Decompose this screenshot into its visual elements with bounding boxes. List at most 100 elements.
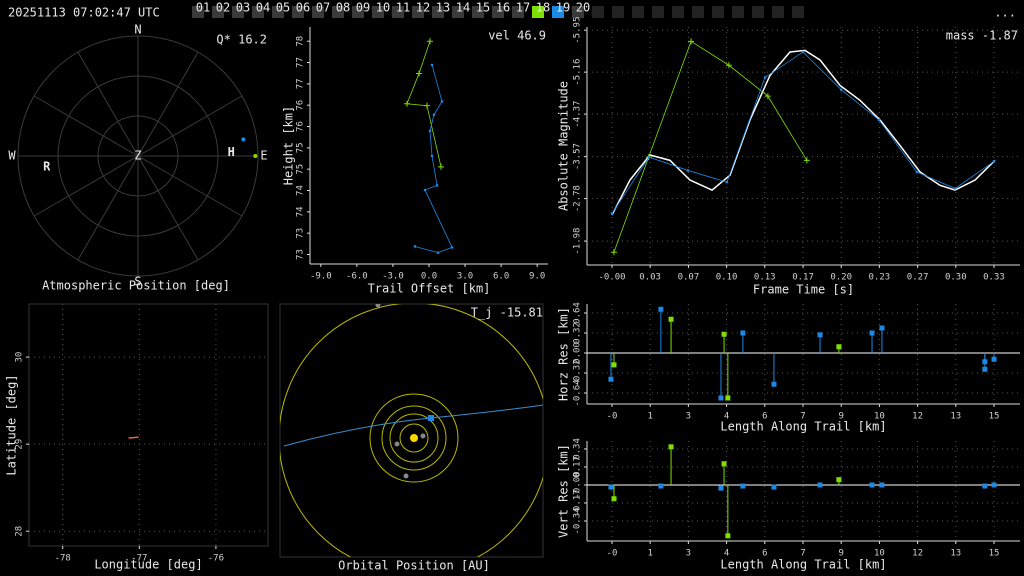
- frame-label: 03: [236, 1, 250, 15]
- frame-box: [432, 6, 444, 18]
- x-tick-label: -0: [607, 549, 618, 559]
- frame-label: 06: [296, 1, 310, 15]
- point: [982, 483, 988, 489]
- polar-center: Z: [134, 149, 141, 163]
- polar-spoke: [33, 95, 139, 157]
- point: [608, 376, 614, 382]
- y-tick-label: -1.98: [573, 228, 583, 255]
- frame-label: 10: [376, 1, 390, 15]
- point: [771, 484, 777, 490]
- frame-label: 19: [556, 1, 570, 15]
- point: [991, 482, 997, 488]
- point: [404, 100, 411, 107]
- orbit-title: T_j -15.81: [471, 306, 543, 320]
- y-tick-label: 29: [15, 439, 25, 450]
- x-axis-label: Length Along Trail [km]: [720, 420, 886, 434]
- point: [982, 359, 988, 365]
- point: [803, 157, 810, 164]
- frame-label: 01: [196, 1, 210, 15]
- point: [686, 169, 690, 172]
- x-tick-label: 9: [838, 412, 843, 422]
- frame-box: [292, 6, 304, 18]
- series-line: [613, 40, 808, 253]
- plot-frame: [28, 303, 269, 547]
- point: [721, 331, 727, 337]
- polar-spoke: [33, 155, 139, 217]
- x-tick-label: 9.0: [529, 272, 545, 282]
- direction-label: E: [260, 149, 267, 163]
- x-tick-label: 12: [912, 549, 923, 559]
- polar-spoke: [137, 95, 243, 157]
- x-tick-label: -3.0: [382, 272, 404, 282]
- x-tick-label: -0.00: [598, 273, 625, 283]
- y-tick-label: 30: [15, 352, 25, 363]
- frame-box: [492, 6, 504, 18]
- frame-box: [592, 6, 604, 18]
- menu[interactable]: ...: [994, 6, 1016, 20]
- frame-box: [652, 6, 664, 18]
- orbit: [389, 413, 439, 463]
- y-tick-label: -0.32: [573, 359, 583, 386]
- point: [836, 477, 842, 483]
- y-tick-label: -0.17: [573, 489, 583, 516]
- y-tick-label: -0.34: [573, 507, 583, 534]
- x-tick-label: 0.0: [421, 272, 437, 282]
- point: [801, 50, 805, 54]
- x-tick-label: 0.17: [792, 273, 814, 283]
- frame-label: 04: [256, 1, 270, 15]
- x-tick-label: 7: [800, 412, 805, 422]
- x-tick-label: 0.30: [945, 273, 967, 283]
- point: [869, 330, 875, 336]
- orbit: [399, 423, 429, 453]
- point: [877, 118, 881, 122]
- point: [764, 93, 771, 100]
- station-label: R: [43, 160, 51, 174]
- y-tick-label: 77: [296, 57, 306, 68]
- station-label: H: [228, 145, 235, 159]
- frame-label: 18: [536, 1, 550, 15]
- y-tick-label: 76: [296, 100, 306, 111]
- frame-box: [332, 6, 344, 18]
- point: [610, 249, 617, 256]
- point: [721, 461, 727, 467]
- y-tick-label: 78: [296, 36, 306, 47]
- meteoroid: [428, 415, 434, 421]
- frame-box: [372, 6, 384, 18]
- x-tick-label: 10: [874, 549, 885, 559]
- x-tick-label: -78: [55, 554, 71, 564]
- point: [725, 180, 729, 184]
- point: [725, 533, 731, 539]
- x-tick-label: 6.0: [493, 272, 509, 282]
- frame-box: [672, 6, 684, 18]
- x-axis-label: Length Along Trail [km]: [720, 558, 886, 572]
- y-tick-label: 0.64: [573, 302, 583, 324]
- x-tick-label: 3: [686, 549, 691, 559]
- frame-label: 12: [416, 1, 430, 15]
- frame-box: [352, 6, 364, 18]
- x-tick-label: 6: [762, 549, 767, 559]
- frame-label: 16: [496, 1, 510, 15]
- y-tick-label: -4.37: [573, 101, 583, 128]
- frame-box: [732, 6, 744, 18]
- frame-label: 15: [476, 1, 490, 15]
- point: [435, 184, 439, 187]
- polar-spoke: [137, 155, 199, 261]
- point: [426, 38, 433, 45]
- y-tick-label: 0.34: [573, 438, 583, 460]
- x-axis-label: Trail Offset [km]: [368, 282, 491, 296]
- plot-title: mass -1.87: [946, 29, 1018, 43]
- y-axis-label: Latitude [deg]: [5, 374, 19, 475]
- series-line: [406, 41, 442, 167]
- point: [450, 246, 454, 249]
- point: [992, 160, 996, 163]
- x-tick-label: 0.03: [639, 273, 661, 283]
- timestamp: 20251113 07:02:47 UTC: [8, 6, 160, 20]
- point: [740, 483, 746, 489]
- frame-box: [712, 6, 724, 18]
- point: [725, 62, 732, 69]
- x-tick-label: 15: [989, 549, 1000, 559]
- x-tick-label: 1: [647, 412, 652, 422]
- point: [953, 187, 957, 190]
- point: [740, 330, 746, 336]
- y-tick-label: 74: [296, 206, 306, 217]
